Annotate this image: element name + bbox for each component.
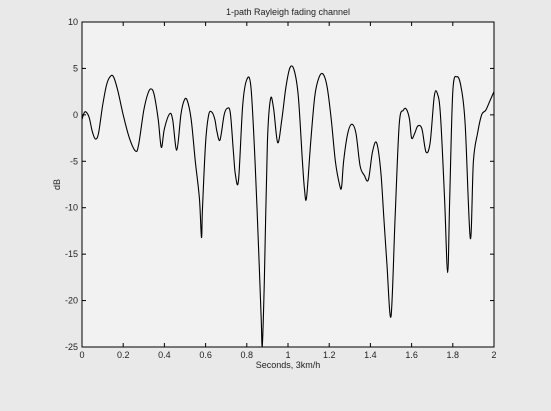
x-tick-label: 0.2 xyxy=(117,350,130,360)
x-tick-label: 0.6 xyxy=(199,350,212,360)
y-axis-ticks: 10 5 0 -5 -10 -15 -20 -25 xyxy=(65,17,494,352)
x-tick-label: 0 xyxy=(79,350,84,360)
x-axis-ticks: 0 0.2 0.4 0.6 0.8 1 1.2 1.4 1.6 1.8 2 xyxy=(79,22,497,360)
y-tick-label: -5 xyxy=(70,156,78,166)
series-line-0 xyxy=(81,65,495,348)
y-tick-label: -10 xyxy=(65,203,78,213)
y-tick-label: 10 xyxy=(68,17,78,27)
y-tick-label: -15 xyxy=(65,249,78,259)
x-axis-label: Seconds, 3km/h xyxy=(256,360,321,370)
y-tick-label: -25 xyxy=(65,342,78,352)
x-tick-label: 2 xyxy=(491,350,496,360)
y-tick-label: -20 xyxy=(65,296,78,306)
y-tick-label: 5 xyxy=(73,63,78,73)
x-tick-label: 1.4 xyxy=(364,350,377,360)
y-axis-label: dB xyxy=(52,179,62,190)
x-tick-label: 1.6 xyxy=(405,350,418,360)
chart-title: 1-path Rayleigh fading channel xyxy=(226,7,350,17)
x-tick-label: 0.4 xyxy=(158,350,171,360)
x-tick-label: 0.8 xyxy=(241,350,254,360)
plot-area xyxy=(81,21,495,348)
y-tick-label: 0 xyxy=(73,110,78,120)
series-layer xyxy=(81,65,495,348)
x-tick-label: 1.8 xyxy=(447,350,460,360)
x-tick-label: 1.2 xyxy=(323,350,336,360)
x-tick-label: 1 xyxy=(285,350,290,360)
